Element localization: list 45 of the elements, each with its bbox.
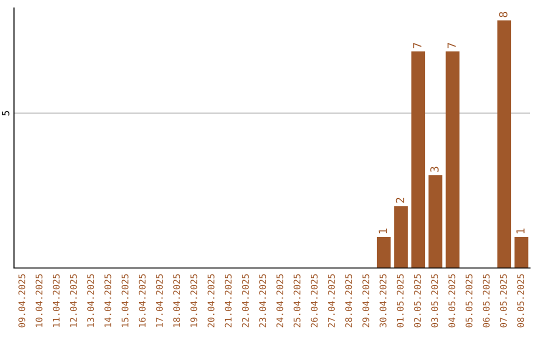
x-tick-label: 11.04.2025 <box>52 274 60 327</box>
x-tick-label: 22.04.2025 <box>242 274 249 328</box>
x-tick-label: 02.05.2025 <box>414 274 421 328</box>
x-tick-label: 17.04.2025 <box>156 274 163 327</box>
x-tick-label: 16.04.2025 <box>138 274 146 327</box>
x-tick-label: 25.04.2025 <box>294 274 300 328</box>
x-tick-label: 14.04.2025 <box>104 274 112 327</box>
x-tick-label: 07.05.2025 <box>500 274 507 328</box>
bar <box>446 51 460 268</box>
x-tick-label: 19.04.2025 <box>190 274 198 327</box>
x-tick-label: 08.05.2025 <box>517 274 524 328</box>
x-tick-label: 27.04.2025 <box>328 274 335 328</box>
x-tick-label: 24.04.2025 <box>276 274 284 328</box>
bar <box>428 175 442 268</box>
x-tick-label: 04.05.2025 <box>448 274 456 328</box>
x-tick-label: 03.05.2025 <box>431 274 438 328</box>
x-tick-label: 28.04.2025 <box>345 274 352 328</box>
data-label: 7 <box>413 43 422 48</box>
x-tick-label: 18.04.2025 <box>173 274 180 327</box>
x-tick-label: 13.04.2025 <box>87 274 94 327</box>
x-tick-label: 15.04.2025 <box>122 274 128 327</box>
bar <box>394 206 408 268</box>
x-tick-label: 06.05.2025 <box>482 274 490 328</box>
bar <box>497 20 512 268</box>
data-label: 8 <box>499 12 508 18</box>
x-tick-label: 09.04.2025 <box>18 274 26 328</box>
x-tick-label: 12.04.2025 <box>70 274 77 327</box>
data-label: 7 <box>448 43 456 48</box>
data-label: 1 <box>378 228 387 234</box>
bar <box>514 237 528 268</box>
x-tick-label: 05.05.2025 <box>466 274 472 328</box>
x-tick-label: 30.04.2025 <box>380 274 386 328</box>
x-tick-label: 01.05.2025 <box>396 274 404 328</box>
x-tick-label: 23.04.2025 <box>259 274 266 328</box>
x-tick-label: 29.04.2025 <box>362 274 370 328</box>
bar <box>411 51 426 268</box>
data-label: 3 <box>430 166 439 172</box>
data-label: 1 <box>516 228 524 234</box>
y-tick-label: 5 <box>2 111 10 116</box>
x-tick-label: 21.04.2025 <box>224 274 232 328</box>
x-tick-label: 20.04.2025 <box>208 274 214 328</box>
data-label: 2 <box>396 198 404 203</box>
x-tick-label: 10.04.2025 <box>36 274 42 327</box>
x-tick-label: 26.04.2025 <box>310 274 318 328</box>
bar <box>376 237 391 268</box>
